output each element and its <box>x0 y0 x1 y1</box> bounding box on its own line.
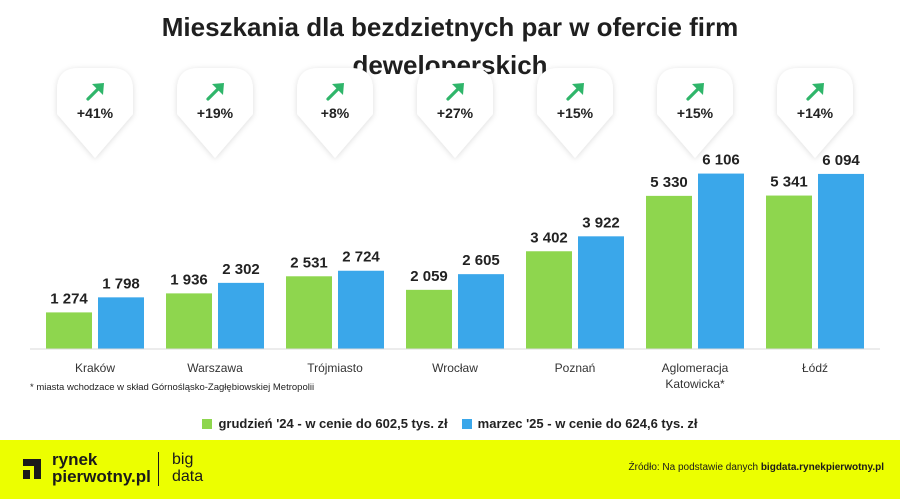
logo-divider <box>158 452 159 486</box>
legend-label-series-1: grudzień '24 - w cenie do 602,5 tys. zł <box>218 416 448 431</box>
bar-1-2 <box>166 293 212 349</box>
x-tick-label-3: Trójmiasto <box>307 361 363 375</box>
source-link: bigdata.rynekpierwotny.pl <box>760 462 884 473</box>
bar-1-4 <box>406 289 452 349</box>
data-label-1-1: 1 274 <box>50 290 88 307</box>
data-label-1-3: 2 531 <box>290 254 328 271</box>
data-label-2-5: 3 922 <box>582 214 620 231</box>
change-badge-7 <box>777 68 853 158</box>
change-badge-2 <box>177 68 253 158</box>
change-badge-shape-2 <box>177 68 253 158</box>
change-badge-3 <box>297 68 373 158</box>
legend-item-series-2: marzec '25 - w cenie do 624,6 tys. zł <box>461 416 698 431</box>
bar-2-4 <box>458 274 504 349</box>
bar-2-6 <box>698 173 744 349</box>
chart-title-line-1: Mieszkania dla bezdzietnych par w oferci… <box>161 12 739 42</box>
data-label-2-4: 2 605 <box>462 252 500 269</box>
legend-item-series-1: grudzień '24 - w cenie do 602,5 tys. zł <box>202 416 448 431</box>
bar-1-3 <box>286 276 332 349</box>
logo-line-1: rynek <box>52 450 98 469</box>
data-label-2-1: 1 798 <box>102 275 140 292</box>
data-label-1-6: 5 330 <box>650 174 688 191</box>
change-badge-shape-7 <box>777 68 853 158</box>
arrow-up-right-icon <box>446 83 464 101</box>
arrow-up-right-icon <box>86 83 104 101</box>
arrow-up-right-icon <box>686 83 704 101</box>
source-note: Źródło: Na podstawie danych bigdata.ryne… <box>629 462 884 473</box>
arrow-up-right-icon <box>326 83 344 101</box>
rynekpierwotny-logo-icon <box>23 459 41 479</box>
change-badge-shape-6 <box>657 68 733 158</box>
data-label-2-2: 2 302 <box>222 261 260 278</box>
x-tick-label-4: Wrocław <box>432 361 478 375</box>
legend-swatch-series-2 <box>461 418 472 429</box>
change-badge-shape-3 <box>297 68 373 158</box>
change-badge-5 <box>537 68 613 158</box>
arrow-up-right-icon <box>566 83 584 101</box>
legend-swatch-series-1 <box>202 418 213 429</box>
data-label-1-2: 1 936 <box>170 271 208 288</box>
change-badge-shape-1 <box>57 68 133 158</box>
bar-1-5 <box>526 251 572 349</box>
change-label-2: +19% <box>197 105 234 121</box>
arrow-up-right-icon <box>206 83 224 101</box>
x-tick-label-6-2: Katowicka* <box>665 377 725 391</box>
bar-2-7 <box>818 173 864 349</box>
data-label-1-5: 3 402 <box>530 229 568 246</box>
change-label-4: +27% <box>437 105 474 121</box>
logo-line-2: pierwotny.pl <box>52 467 151 486</box>
change-badge-shape-4 <box>417 68 493 158</box>
source-prefix: Źródło: Na podstawie danych <box>628 462 761 473</box>
bar-2-2 <box>218 282 264 349</box>
change-label-7: +14% <box>797 105 834 121</box>
data-label-2-7: 6 094 <box>822 152 860 169</box>
chart-title: Mieszkania dla bezdzietnych par w oferci… <box>0 8 900 84</box>
x-tick-label-1: Kraków <box>75 361 115 375</box>
change-badge-1 <box>57 68 133 158</box>
arrow-up-right-icon <box>806 83 824 101</box>
change-badge-6 <box>657 68 733 158</box>
change-label-5: +15% <box>557 105 594 121</box>
bigdata-line-2: data <box>172 468 204 485</box>
bigdata-logo-text: big data <box>172 451 203 485</box>
x-tick-label-7: Łódź <box>802 361 828 375</box>
data-label-1-7: 5 341 <box>770 174 808 191</box>
change-badge-shape-5 <box>537 68 613 158</box>
change-label-1: +41% <box>77 105 114 121</box>
bigdata-line-1: big <box>172 451 194 468</box>
x-tick-label-2: Warszawa <box>187 361 243 375</box>
data-label-2-6: 6 106 <box>702 152 740 169</box>
bar-2-1 <box>98 297 144 349</box>
change-label-3: +8% <box>321 105 350 121</box>
bar-1-7 <box>766 195 812 349</box>
footnote: * miasta wchodzace w skład Górnośląsko-Z… <box>30 382 315 393</box>
x-tick-label-5: Poznań <box>555 361 596 375</box>
data-label-2-3: 2 724 <box>342 249 380 266</box>
data-label-1-4: 2 059 <box>410 268 448 285</box>
bar-2-5 <box>578 236 624 349</box>
change-label-6: +15% <box>677 105 714 121</box>
bar-2-3 <box>338 270 384 349</box>
x-tick-label-6-1: Aglomeracja <box>662 361 729 375</box>
footer-bar: rynek pierwotny.pl big data Źródło: Na p… <box>0 440 900 499</box>
change-badge-4 <box>417 68 493 158</box>
bar-1-6 <box>646 195 692 349</box>
rynekpierwotny-logo-text: rynek pierwotny.pl <box>52 451 151 485</box>
legend-label-series-2: marzec '25 - w cenie do 624,6 tys. zł <box>477 416 698 431</box>
legend: grudzień '24 - w cenie do 602,5 tys. zł … <box>0 416 900 431</box>
bar-1-1 <box>46 312 92 349</box>
bar-chart: +41% +19% +8% +27% +15% +15% +14% 1 274 1 798 1 … <box>30 68 880 391</box>
